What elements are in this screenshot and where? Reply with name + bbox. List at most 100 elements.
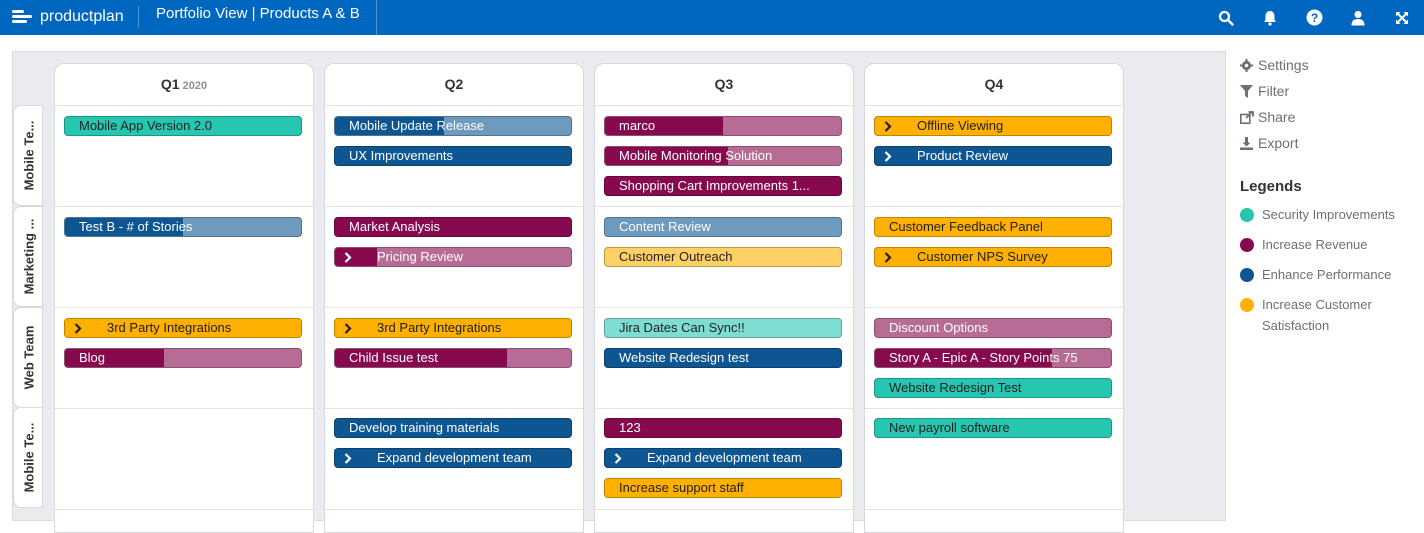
legends-title: Legends bbox=[1240, 178, 1302, 195]
bell-icon[interactable] bbox=[1248, 4, 1292, 32]
roadmap-bar[interactable]: Child Issue test bbox=[334, 348, 572, 368]
lane-label-text: Web Team bbox=[21, 325, 37, 390]
legend-label: Security Improvements bbox=[1262, 207, 1395, 222]
roadmap-bar[interactable]: marco bbox=[604, 116, 842, 136]
legend-item[interactable]: Security Improvements bbox=[1240, 204, 1424, 225]
bar-label: Test B - # of Stories bbox=[79, 219, 193, 234]
roadmap-bar[interactable]: Customer Outreach bbox=[604, 247, 842, 267]
lane-header[interactable]: Mobile Te... bbox=[13, 105, 43, 206]
roadmap-bar[interactable]: 123 bbox=[604, 418, 842, 438]
lane-label: Mobile Te... bbox=[14, 106, 44, 205]
roadmap-bar[interactable]: Pricing Review bbox=[334, 247, 572, 267]
search-icon[interactable] bbox=[1204, 4, 1248, 32]
bar-label: Develop training materials bbox=[349, 420, 500, 435]
roadmap-bar[interactable]: Mobile Monitoring Solution bbox=[604, 146, 842, 166]
user-icon[interactable] bbox=[1336, 4, 1380, 32]
progress-fill bbox=[875, 349, 1052, 367]
progress-fill bbox=[605, 147, 728, 165]
logo-icon bbox=[12, 9, 32, 25]
lane-label: Web Team bbox=[14, 308, 44, 407]
lane-divider bbox=[595, 408, 853, 409]
roadmap-bar[interactable]: Market Analysis bbox=[334, 217, 572, 237]
legend-dot-icon bbox=[1240, 208, 1254, 222]
bar-label: UX Improvements bbox=[349, 148, 454, 163]
export-label: Export bbox=[1258, 135, 1299, 151]
bar-label: 123 bbox=[619, 420, 641, 435]
bar-label: Website Redesign test bbox=[619, 350, 749, 365]
legend-item[interactable]: Increase Customer Satisfaction bbox=[1240, 294, 1424, 336]
share-link[interactable]: Share bbox=[1240, 104, 1424, 130]
roadmap-bar[interactable]: Develop training materials bbox=[334, 418, 572, 438]
roadmap-bar[interactable]: Expand development team bbox=[334, 448, 572, 468]
bar-label: Mobile Monitoring Solution bbox=[619, 148, 773, 163]
lane-header[interactable]: Marketing ... bbox=[13, 206, 43, 307]
chevron-right-icon[interactable] bbox=[605, 449, 631, 467]
roadmap-bar[interactable]: Offline Viewing bbox=[874, 116, 1112, 136]
chevron-right-icon[interactable] bbox=[875, 248, 901, 266]
share-label: Share bbox=[1258, 109, 1296, 125]
lane-divider bbox=[595, 206, 853, 207]
roadmap-bar[interactable]: UX Improvements bbox=[334, 146, 572, 166]
chevron-right-icon[interactable] bbox=[65, 319, 91, 337]
bar-label: Blog bbox=[79, 350, 106, 365]
expand-icon[interactable] bbox=[1380, 4, 1424, 32]
roadmap-bar[interactable]: 3rd Party Integrations bbox=[334, 318, 572, 338]
roadmap-bar[interactable]: 3rd Party Integrations bbox=[64, 318, 302, 338]
bar-label: Mobile App Version 2.0 bbox=[79, 118, 212, 133]
roadmap-bar[interactable]: New payroll software bbox=[874, 418, 1112, 438]
roadmap-bar[interactable]: Blog bbox=[64, 348, 302, 368]
legend-list: Security Improvements Increase Revenue Enh… bbox=[1240, 204, 1424, 336]
chevron-right-icon[interactable] bbox=[335, 319, 361, 337]
logo[interactable]: productplan bbox=[12, 6, 139, 28]
chevron-right-icon[interactable] bbox=[335, 449, 361, 467]
filter-link[interactable]: Filter bbox=[1240, 78, 1424, 104]
chevron-right-icon[interactable] bbox=[335, 248, 361, 266]
legend-item[interactable]: Enhance Performance bbox=[1240, 264, 1424, 285]
chevron-right-icon[interactable] bbox=[875, 117, 901, 135]
page-title[interactable]: Portfolio View | Products A & B bbox=[140, 0, 377, 35]
roadmap-bar[interactable]: Website Redesign Test bbox=[874, 378, 1112, 398]
lane-divider bbox=[325, 307, 583, 308]
gear-icon bbox=[1240, 58, 1258, 72]
legend-item[interactable]: Increase Revenue bbox=[1240, 234, 1424, 255]
lane-header[interactable]: Mobile Te... bbox=[13, 407, 43, 508]
lane-divider bbox=[595, 307, 853, 308]
bar-label: Product Review bbox=[917, 148, 1009, 163]
roadmap-bar[interactable]: Mobile App Version 2.0 bbox=[64, 116, 302, 136]
roadmap-bar[interactable]: Test B - # of Stories bbox=[64, 217, 302, 237]
download-icon bbox=[1240, 136, 1258, 150]
quarter-header: Q2 bbox=[325, 64, 583, 106]
quarter-label: Q2 bbox=[444, 76, 464, 92]
top-bar: productplan Portfolio View | Products A … bbox=[0, 0, 1424, 35]
legend-dot-icon bbox=[1240, 298, 1254, 312]
quarter-header: Q1 2020 bbox=[55, 64, 313, 106]
chevron-right-icon[interactable] bbox=[875, 147, 901, 165]
roadmap-bar[interactable]: Customer Feedback Panel bbox=[874, 217, 1112, 237]
roadmap-bar[interactable]: Website Redesign test bbox=[604, 348, 842, 368]
roadmap-bar[interactable]: Jira Dates Can Sync!! bbox=[604, 318, 842, 338]
roadmap-bar[interactable]: Customer NPS Survey bbox=[874, 247, 1112, 267]
lane-divider bbox=[55, 509, 313, 510]
progress-fill bbox=[335, 117, 444, 135]
quarter-label: Q4 bbox=[984, 76, 1004, 92]
roadmap-bar[interactable]: Increase support staff bbox=[604, 478, 842, 498]
filter-icon bbox=[1240, 84, 1258, 98]
export-link[interactable]: Export bbox=[1240, 130, 1424, 156]
roadmap-bar[interactable]: Content Review bbox=[604, 217, 842, 237]
legend-label: Enhance Performance bbox=[1262, 267, 1392, 282]
progress-fill bbox=[605, 117, 723, 135]
svg-text:?: ? bbox=[1310, 11, 1317, 25]
roadmap-bar[interactable]: Expand development team bbox=[604, 448, 842, 468]
roadmap-bar[interactable]: Shopping Cart Improvements 1... bbox=[604, 176, 842, 196]
lane-divider bbox=[865, 307, 1123, 308]
roadmap-bar[interactable]: Story A - Epic A - Story Points 75 bbox=[874, 348, 1112, 368]
progress-fill bbox=[65, 349, 165, 367]
roadmap-bar[interactable]: Product Review bbox=[874, 146, 1112, 166]
help-icon[interactable]: ? bbox=[1292, 4, 1336, 32]
roadmap-bar[interactable]: Mobile Update Release bbox=[334, 116, 572, 136]
bar-label: Expand development team bbox=[647, 450, 802, 465]
lane-header[interactable]: Web Team bbox=[13, 307, 43, 408]
bar-label: Market Analysis bbox=[349, 219, 441, 234]
settings-link[interactable]: Settings bbox=[1240, 52, 1424, 78]
roadmap-bar[interactable]: Discount Options bbox=[874, 318, 1112, 338]
